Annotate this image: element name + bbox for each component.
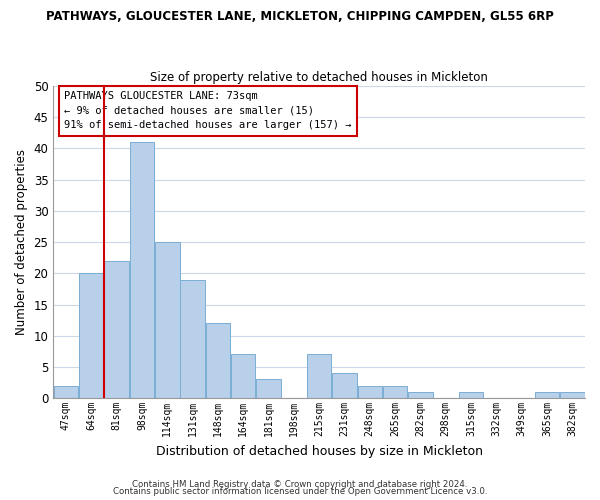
Bar	[79, 274, 104, 398]
Bar	[383, 386, 407, 398]
Bar	[332, 373, 357, 398]
X-axis label: Distribution of detached houses by size in Mickleton: Distribution of detached houses by size …	[155, 444, 482, 458]
Bar	[180, 280, 205, 398]
Bar	[256, 380, 281, 398]
Bar	[53, 386, 78, 398]
Bar	[408, 392, 433, 398]
Text: PATHWAYS GLOUCESTER LANE: 73sqm
← 9% of detached houses are smaller (15)
91% of : PATHWAYS GLOUCESTER LANE: 73sqm ← 9% of …	[64, 90, 352, 130]
Bar	[155, 242, 179, 398]
Bar	[130, 142, 154, 398]
Bar	[307, 354, 331, 398]
Y-axis label: Number of detached properties: Number of detached properties	[15, 149, 28, 335]
Title: Size of property relative to detached houses in Mickleton: Size of property relative to detached ho…	[150, 70, 488, 84]
Bar	[560, 392, 584, 398]
Bar	[104, 261, 129, 398]
Bar	[206, 323, 230, 398]
Bar	[358, 386, 382, 398]
Text: Contains HM Land Registry data © Crown copyright and database right 2024.: Contains HM Land Registry data © Crown c…	[132, 480, 468, 489]
Text: Contains public sector information licensed under the Open Government Licence v3: Contains public sector information licen…	[113, 488, 487, 496]
Text: PATHWAYS, GLOUCESTER LANE, MICKLETON, CHIPPING CAMPDEN, GL55 6RP: PATHWAYS, GLOUCESTER LANE, MICKLETON, CH…	[46, 10, 554, 23]
Bar	[459, 392, 484, 398]
Bar	[535, 392, 559, 398]
Bar	[231, 354, 256, 398]
